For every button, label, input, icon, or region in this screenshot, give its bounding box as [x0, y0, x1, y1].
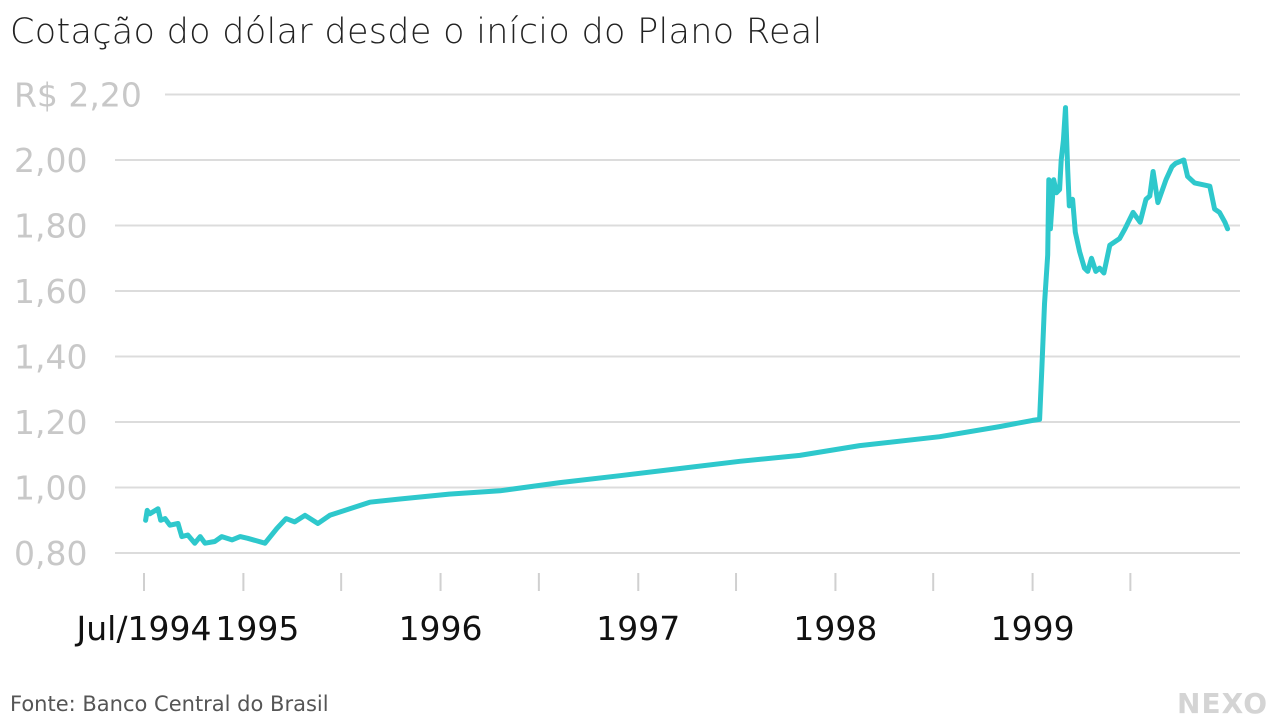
- source-note: Fonte: Banco Central do Brasil: [10, 692, 329, 716]
- x-tick-label: Jul/1994: [75, 609, 212, 648]
- x-tick-label: 1998: [793, 609, 877, 648]
- y-tick-label: R$ 2,20: [14, 76, 142, 115]
- nexo-logo: NEXO: [1177, 687, 1268, 720]
- y-tick-label: 1,80: [14, 207, 87, 246]
- x-tick-label: 1996: [399, 609, 483, 648]
- chart-title: Cotação do dólar desde o início do Plano…: [10, 12, 823, 52]
- y-tick-label: 1,40: [14, 338, 87, 377]
- dollar-rate-line: [143, 105, 1231, 546]
- y-tick-label: 1,60: [14, 272, 87, 311]
- y-tick-label: 2,00: [14, 141, 87, 180]
- gridlines: [115, 93, 1240, 554]
- y-tick-label: 1,20: [14, 403, 87, 442]
- x-axis: Jul/1994 1995 1996 1997 1998 1999: [75, 573, 1132, 648]
- y-axis: 0,80 1,00 1,20 1,40 1,60 1,80 2,00 R$ 2,20: [14, 76, 142, 574]
- y-tick-label: 0,80: [14, 534, 87, 573]
- y-tick-label: 1,00: [14, 469, 87, 508]
- x-tick-label: 1999: [991, 609, 1075, 648]
- x-tick-label: 1995: [215, 609, 299, 648]
- plot-area: [143, 105, 1231, 546]
- x-tick-label: 1997: [596, 609, 680, 648]
